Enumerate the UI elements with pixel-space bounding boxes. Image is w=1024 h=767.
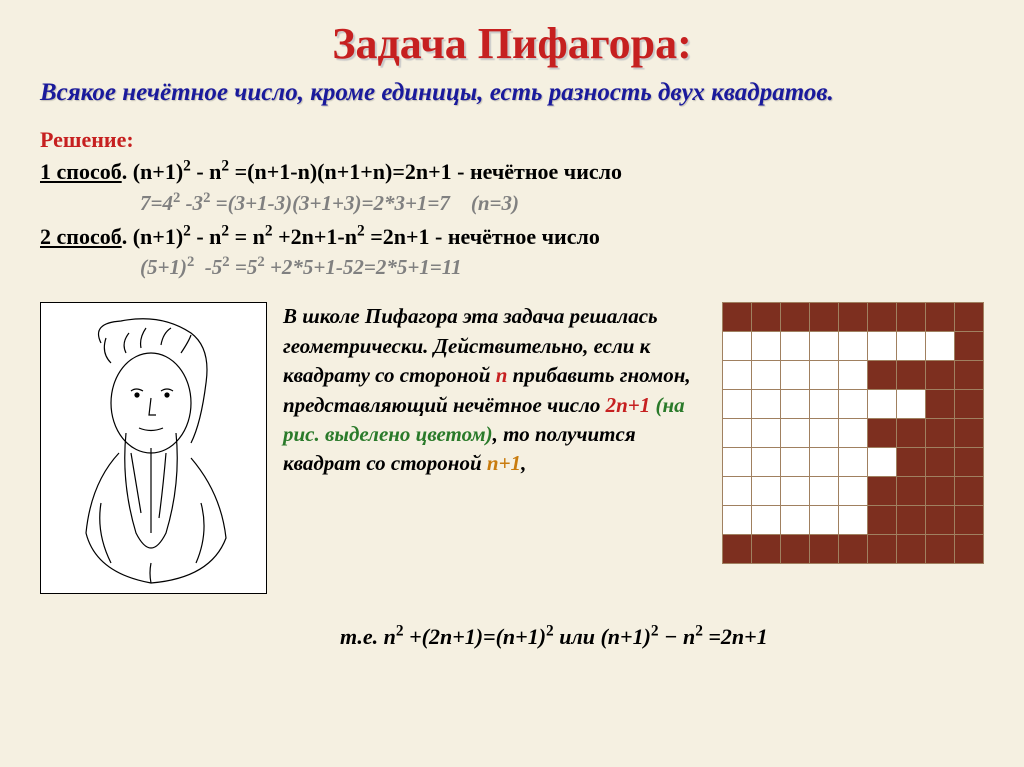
grid-cell <box>810 419 839 448</box>
grid-cell <box>868 361 897 390</box>
grid-cell <box>897 535 926 564</box>
grid-cell <box>839 448 868 477</box>
grid-cell <box>781 535 810 564</box>
grid-cell <box>897 419 926 448</box>
final-formula: т.е. n2 +(2n+1)=(n+1)2 или (n+1)2 − n2 =… <box>340 624 984 650</box>
method2-formula: . (n+1)2 - n2 = n2 +2n+1-n2 =2n+1 - нечё… <box>122 224 600 249</box>
grid-cell <box>839 390 868 419</box>
grid-cell <box>868 535 897 564</box>
grid-cell <box>781 448 810 477</box>
grid-cell <box>897 448 926 477</box>
grid-cell <box>955 506 984 535</box>
grid-cell <box>926 506 955 535</box>
grid-cell <box>897 390 926 419</box>
grid-cell <box>752 535 781 564</box>
method1-formula: . (n+1)2 - n2 =(n+1-n)(n+1+n)=2n+1 - неч… <box>122 159 622 184</box>
grid-cell <box>897 303 926 332</box>
grid-cell <box>839 477 868 506</box>
grid-cell <box>955 390 984 419</box>
grid-cell <box>723 390 752 419</box>
grid-cell <box>752 477 781 506</box>
lower-section: В школе Пифагора эта задача решалась гео… <box>40 302 984 594</box>
grid-cell <box>897 506 926 535</box>
grid-cell <box>955 419 984 448</box>
slide-title: Задача Пифагора: <box>40 18 984 69</box>
grid-cell <box>897 477 926 506</box>
grid-cell <box>752 361 781 390</box>
grid-cell <box>868 477 897 506</box>
grid-cell <box>781 303 810 332</box>
grid-cell <box>752 390 781 419</box>
method2-line: 2 способ. (n+1)2 - n2 = n2 +2n+1-n2 =2n+… <box>40 222 984 252</box>
grid-cell <box>926 361 955 390</box>
grid-cell <box>723 361 752 390</box>
grid-cell <box>955 535 984 564</box>
method2-label: 2 способ <box>40 224 122 249</box>
grid-cell <box>781 390 810 419</box>
grid-cell <box>810 477 839 506</box>
grid-cell <box>839 535 868 564</box>
grid-cell <box>868 332 897 361</box>
grid-cell <box>723 506 752 535</box>
grid-cell <box>723 303 752 332</box>
grid-cell <box>868 506 897 535</box>
grid-cell <box>897 361 926 390</box>
grid-cell <box>868 390 897 419</box>
grid-cell <box>752 506 781 535</box>
grid-cell <box>723 332 752 361</box>
grid-cell <box>926 419 955 448</box>
grid-cell <box>752 332 781 361</box>
grid-cell <box>810 390 839 419</box>
grid-cell <box>839 303 868 332</box>
grid-cell <box>810 535 839 564</box>
gnomon-grid <box>722 302 984 594</box>
description-text: В школе Пифагора эта задача решалась гео… <box>283 302 706 594</box>
grid-cell <box>926 477 955 506</box>
method2-example: (5+1)2 -52 =52 +2*5+1-52=2*5+1=11 <box>140 255 984 280</box>
grid-cell <box>839 361 868 390</box>
grid-cell <box>723 477 752 506</box>
grid-cell <box>955 332 984 361</box>
grid-cell <box>752 448 781 477</box>
solution-header: Решение: <box>40 127 984 153</box>
grid-cell <box>926 303 955 332</box>
grid-cell <box>868 419 897 448</box>
grid-cell <box>926 390 955 419</box>
method1-example: 7=42 -32 =(3+1-3)(3+1+3)=2*3+1=7 (n=3) <box>140 191 984 216</box>
grid-cell <box>752 419 781 448</box>
grid-cell <box>810 506 839 535</box>
grid-cell <box>926 332 955 361</box>
method1-line: 1 способ. (n+1)2 - n2 =(n+1-n)(n+1+n)=2n… <box>40 157 984 187</box>
grid-cell <box>897 332 926 361</box>
grid-cell <box>868 448 897 477</box>
grid-cell <box>723 448 752 477</box>
grid-cell <box>781 477 810 506</box>
grid-cell <box>868 303 897 332</box>
grid-cell <box>955 477 984 506</box>
grid-cell <box>839 419 868 448</box>
method1-label: 1 способ <box>40 159 122 184</box>
grid-cell <box>810 332 839 361</box>
grid-cell <box>955 448 984 477</box>
grid-cell <box>926 535 955 564</box>
grid-cell <box>752 303 781 332</box>
grid-cell <box>781 332 810 361</box>
grid-cell <box>781 361 810 390</box>
grid-cell <box>955 361 984 390</box>
grid-cell <box>723 419 752 448</box>
grid-cell <box>839 506 868 535</box>
grid-cell <box>781 419 810 448</box>
grid-cell <box>839 332 868 361</box>
grid-cell <box>810 303 839 332</box>
slide-subtitle: Всякое нечётное число, кроме единицы, ес… <box>40 79 984 107</box>
grid-cell <box>723 535 752 564</box>
grid-cell <box>781 506 810 535</box>
slide: Задача Пифагора: Всякое нечётное число, … <box>0 0 1024 767</box>
grid-cell <box>955 303 984 332</box>
pythagoras-portrait <box>40 302 267 594</box>
grid-cell <box>926 448 955 477</box>
grid-cell <box>810 361 839 390</box>
grid-cell <box>810 448 839 477</box>
